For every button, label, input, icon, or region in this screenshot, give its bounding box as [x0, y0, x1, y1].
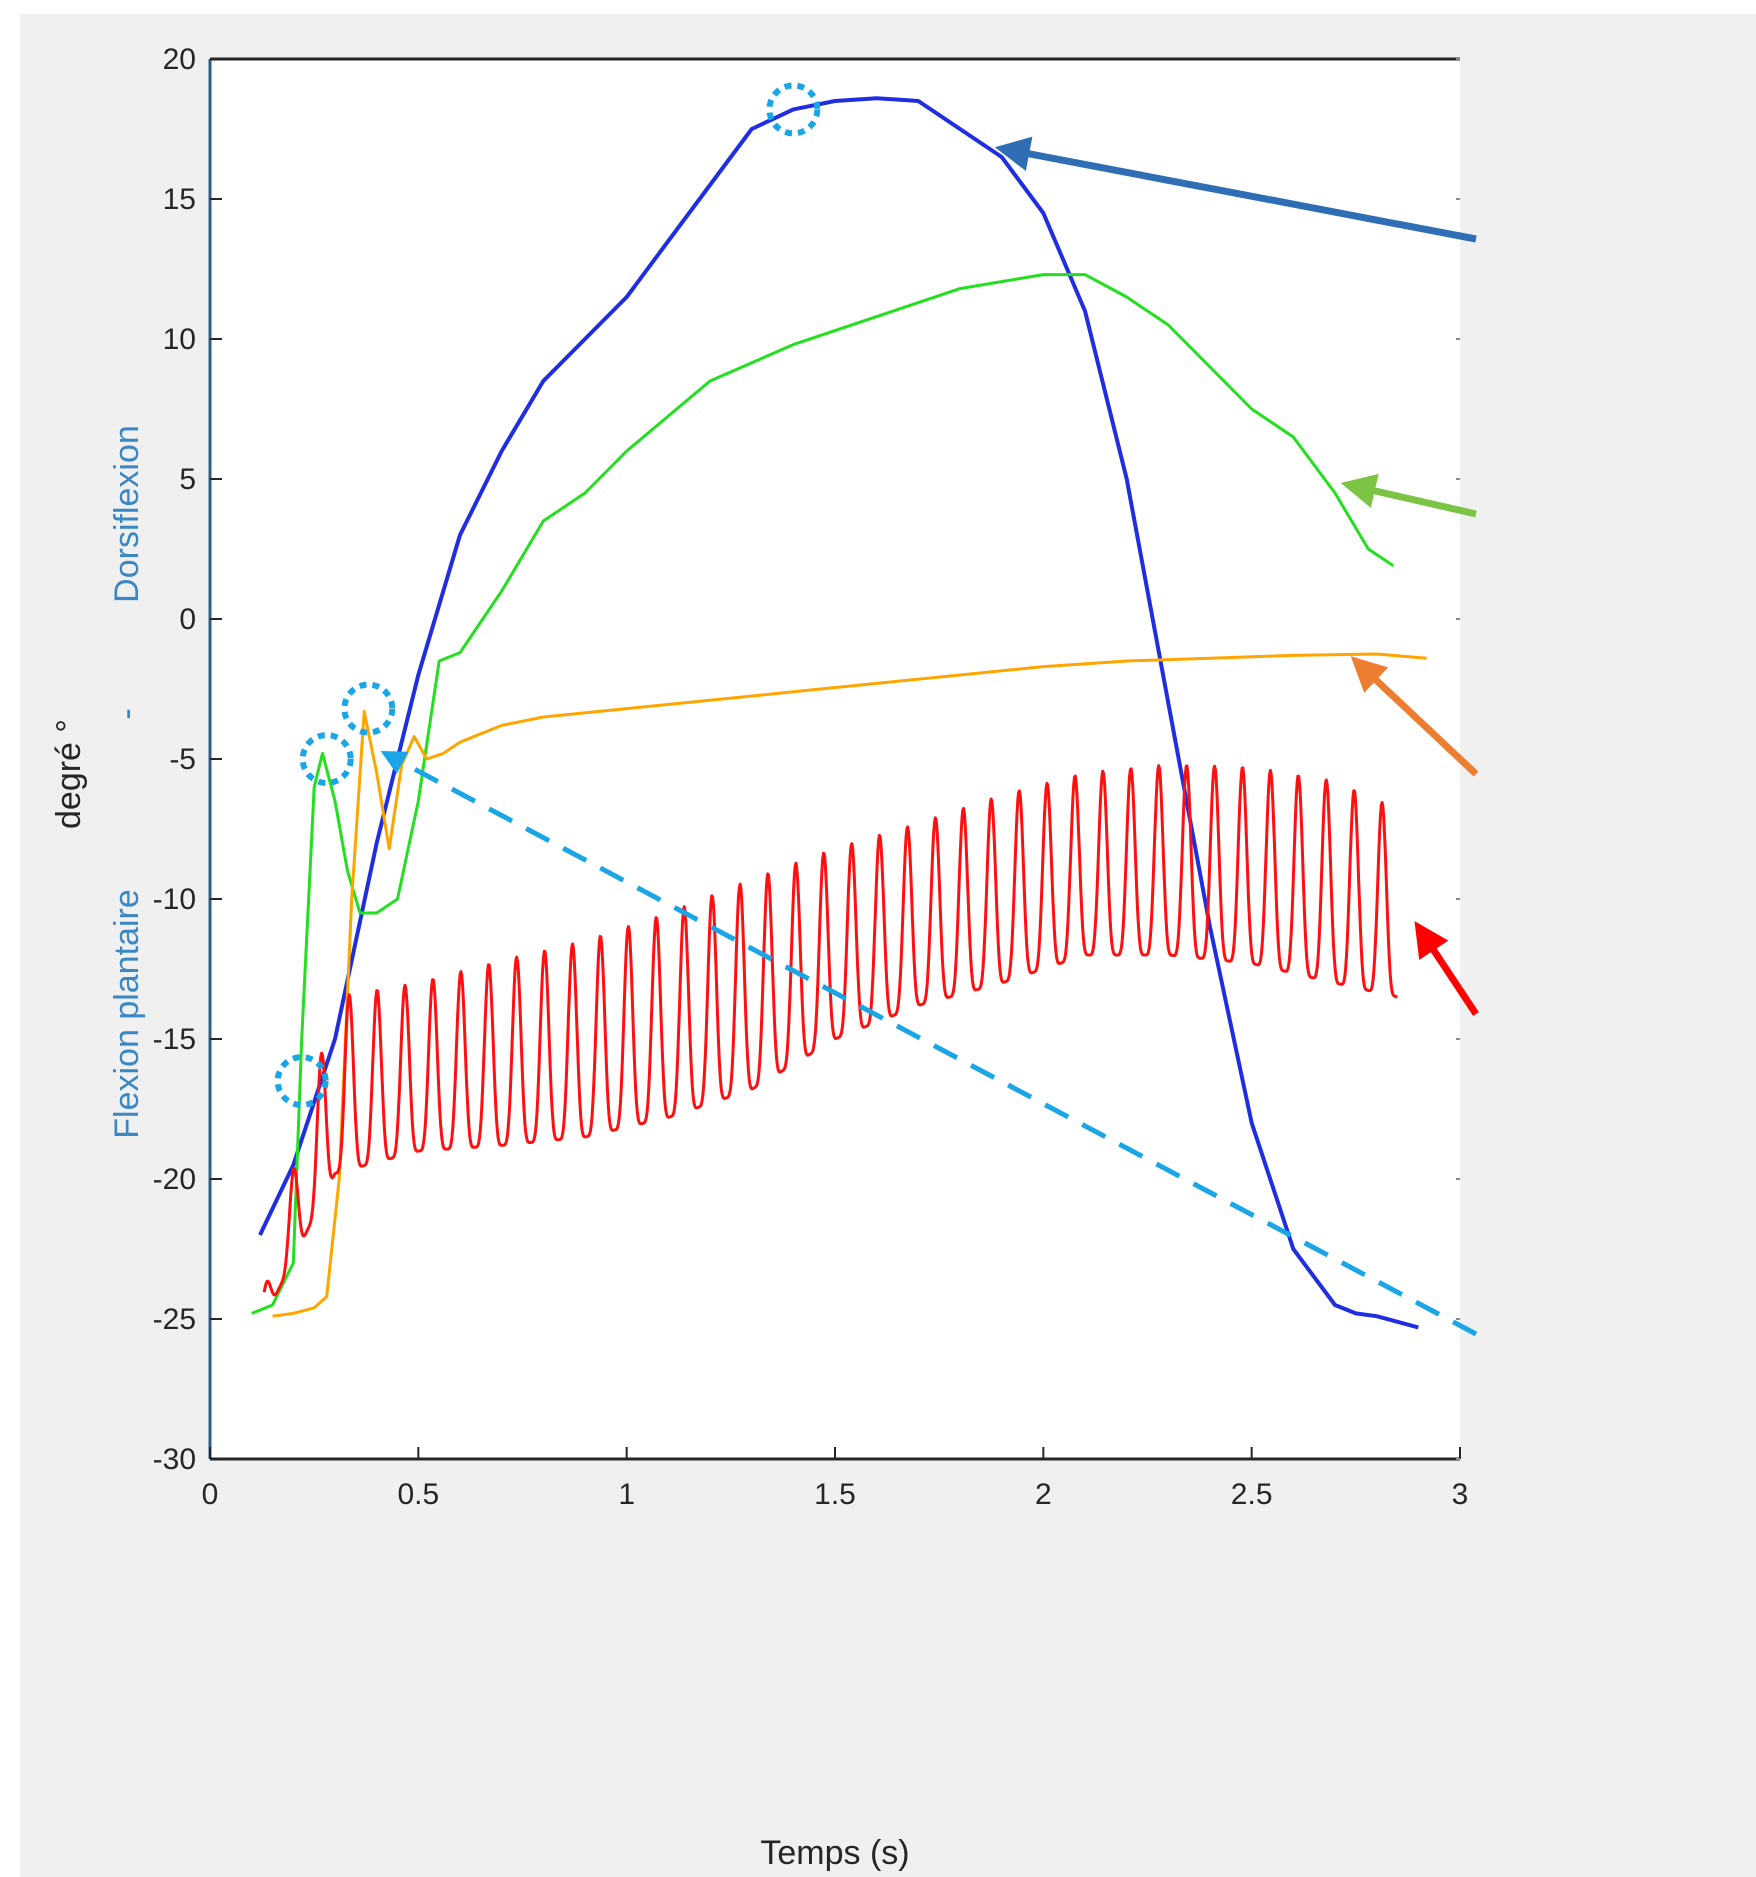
x-axis-title: Temps (s): [760, 1834, 909, 1872]
peak-marker-circle: [341, 681, 396, 736]
y-axis-label-dorsi: Dorsiflexion: [108, 425, 146, 603]
series-green-line: [251, 273, 1395, 1315]
arrow-red: [1414, 921, 1479, 1016]
arrow-green: [1340, 473, 1477, 518]
arrow-blue: [994, 136, 1477, 243]
y-axis-label-dash: -: [108, 708, 146, 719]
y-tick-label: -30: [153, 1443, 196, 1476]
x-tick-label: 2.5: [1231, 1478, 1273, 1511]
y-tick-label: 10: [163, 323, 196, 356]
y-axis-title: degré ° Flexion plantaire - Dorsiflexion: [50, 425, 146, 1139]
series-red-line: [262, 764, 1399, 1297]
y-tick-label: -25: [153, 1303, 196, 1336]
axes-layer: 0 0.5 1 1.5 2 2.5 3 20 15 10 5 0 -5 -10 -15 -20 -25 -30: [153, 43, 1469, 1511]
annotation-layer: [274, 82, 1479, 1337]
y-axis-label-plantar: Flexion plantaire: [108, 889, 146, 1138]
y-axis-unit: degré °: [50, 719, 88, 829]
x-tick-label: 2: [1035, 1478, 1052, 1511]
y-tick-label: 0: [179, 603, 196, 636]
y-tick-label: -5: [169, 743, 196, 776]
x-tick-label: 1.5: [814, 1478, 856, 1511]
arrow-orange: [1350, 656, 1479, 777]
y-tick-label: -10: [153, 883, 196, 916]
plot-area: [210, 59, 1460, 1459]
y-tick-label: -15: [153, 1023, 196, 1056]
peak-marker-circle: [299, 732, 354, 786]
peak-marker-circle: [766, 82, 821, 137]
y-tick-label: 20: [163, 43, 196, 76]
y-tick-label: -20: [153, 1163, 196, 1196]
x-tick-label: 3: [1452, 1478, 1469, 1511]
peak-marker-circle: [274, 1054, 329, 1108]
chart-figure: 0 0.5 1 1.5 2 2.5 3 20 15 10 5 0 -5 -10 -15 -20 -25 -30 T…: [20, 14, 1756, 1877]
y-tick-label: 5: [179, 463, 196, 496]
x-tick-label: 0: [202, 1478, 219, 1511]
y-tick-label: 15: [163, 183, 196, 216]
x-tick-label: 0.5: [397, 1478, 439, 1511]
series-blue-line: [258, 96, 1419, 1330]
chart-svg: 0 0.5 1 1.5 2 2.5 3 20 15 10 5 0 -5 -10 -15 -20 -25 -30 T…: [50, 43, 1479, 1872]
x-tick-label: 1: [618, 1478, 635, 1511]
series-layer: [251, 96, 1427, 1330]
arrow-dashed-cyan: [380, 751, 1478, 1337]
